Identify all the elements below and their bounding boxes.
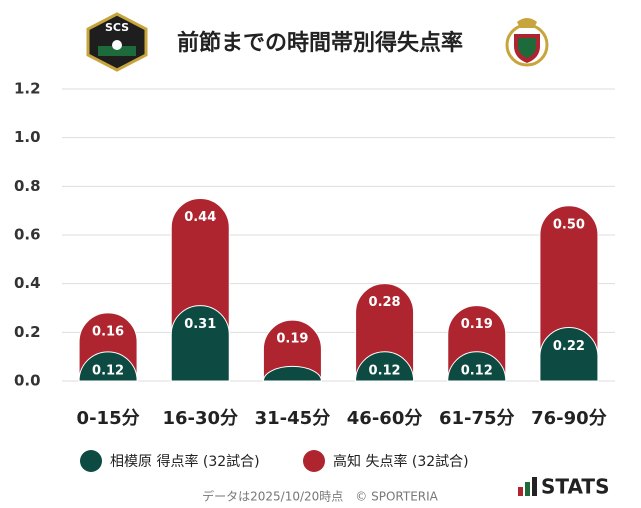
value-label: 0.28 xyxy=(369,295,401,310)
home-logo: SCS xyxy=(86,12,148,72)
bar-segment xyxy=(539,327,599,382)
x-tick-label: 61-75分 xyxy=(439,408,515,429)
x-tick-label: 31-45分 xyxy=(255,408,331,429)
bar-segment xyxy=(447,351,507,382)
y-tick-label: 0.4 xyxy=(14,274,41,292)
brand-logo: STATS xyxy=(518,475,609,499)
bar-segment xyxy=(355,351,415,382)
y-tick-label: 1.0 xyxy=(14,128,41,146)
x-tick-label: 0-15分 xyxy=(77,408,140,429)
footer-note: データは2025/10/20時点 © SPORTERIA xyxy=(202,489,439,504)
value-label: 0.12 xyxy=(461,363,493,378)
value-label: 0.19 xyxy=(461,317,493,332)
x-tick-label: 46-60分 xyxy=(347,408,423,429)
y-tick-label: 0.6 xyxy=(14,226,41,244)
y-tick-label: 1.2 xyxy=(14,80,41,98)
value-label: 0.16 xyxy=(92,324,124,339)
value-label: 0.50 xyxy=(553,217,585,232)
value-label: 0.44 xyxy=(184,210,216,225)
value-label: 0.12 xyxy=(92,363,124,378)
legend-marker xyxy=(303,450,325,472)
value-label: 0.31 xyxy=(184,317,216,332)
bar-segment xyxy=(78,351,138,382)
bar-segment xyxy=(262,319,322,382)
chart-title: 前節までの時間帯別得失点率 xyxy=(177,30,463,56)
logo-text: SCS xyxy=(105,21,129,34)
legend-label: 高知 失点率 (32試合) xyxy=(333,453,469,470)
legend-label: 相模原 得点率 (32試合) xyxy=(110,453,260,470)
away-logo xyxy=(505,18,549,67)
y-tick-label: 0.2 xyxy=(14,323,41,341)
y-tick-label: 0.8 xyxy=(14,177,41,195)
x-tick-label: 16-30分 xyxy=(162,408,238,429)
bar-segment xyxy=(170,305,230,382)
y-tick-label: 0.0 xyxy=(14,372,41,390)
brand: STATS xyxy=(541,475,609,499)
legend-marker xyxy=(80,450,102,472)
value-label: 0.12 xyxy=(369,363,401,378)
value-label: 0.22 xyxy=(553,339,585,354)
x-tick-label: 76-90分 xyxy=(531,408,607,429)
value-label: 0.19 xyxy=(276,332,308,347)
bar-segment xyxy=(262,365,322,382)
